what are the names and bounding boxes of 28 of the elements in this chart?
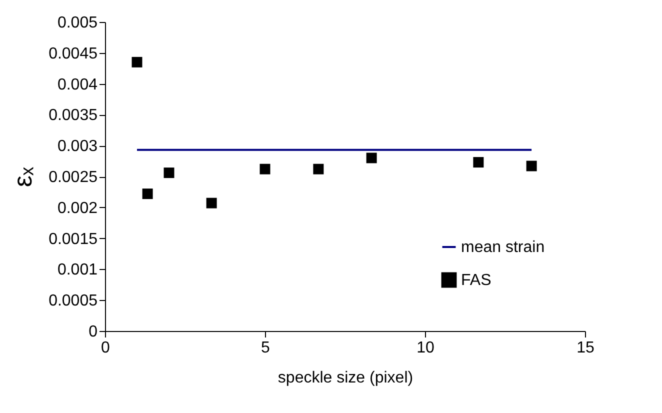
point	[473, 157, 484, 168]
point	[260, 164, 270, 174]
legend-label: FAS	[461, 272, 492, 289]
y-tick-label: 0.005	[57, 14, 98, 32]
point	[206, 198, 217, 208]
y-tick-label: 0.0015	[48, 230, 98, 248]
y-tick-label: 0.0045	[48, 45, 98, 62]
y-tick-label: 0.001	[57, 262, 98, 279]
x-tick-label: 5	[261, 340, 270, 356]
point	[164, 168, 174, 178]
x-tick-label: 15	[576, 340, 594, 356]
x-tick-label: 10	[416, 340, 434, 356]
y-axis-title: εₓ	[8, 166, 38, 188]
x-tick-label: 0	[101, 340, 110, 356]
y-tick-label: 0.004	[57, 76, 98, 94]
point	[526, 160, 537, 172]
y-tick-label: 0.0005	[48, 292, 98, 310]
y-tick-label: 0.0035	[48, 107, 98, 124]
point	[142, 188, 153, 200]
y-tick-label: 0.002	[57, 200, 98, 217]
point	[313, 164, 324, 174]
y-tick-label: 0	[88, 324, 98, 340]
x-axis-title: speckle size (pixel)	[278, 370, 414, 386]
legend-label: mean strain	[461, 239, 545, 256]
y-tick-label: 0.0025	[48, 169, 98, 186]
point	[366, 152, 377, 164]
y-tick-label: 0.003	[57, 138, 98, 156]
point	[132, 56, 142, 68]
